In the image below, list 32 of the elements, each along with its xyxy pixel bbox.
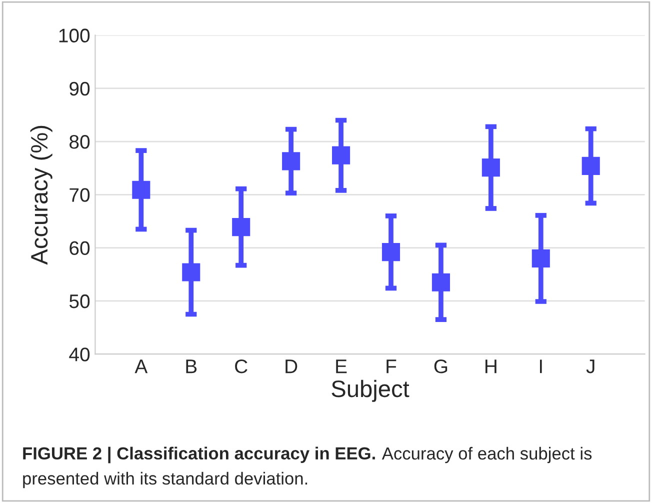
y-tick-label: 60 [70, 241, 90, 256]
point [182, 263, 200, 282]
point [532, 249, 550, 268]
point [582, 156, 600, 175]
caption: FIGURE 2 | Classification accuracy in EEG. [23, 446, 375, 464]
y-tick-label: 40 [69, 348, 90, 362]
text: Accuracy of each subject is [382, 446, 592, 464]
x-tick-label: D [286, 360, 298, 374]
x-axis-title: Subject [332, 380, 410, 402]
point [332, 146, 350, 164]
x-tick-label: C [235, 359, 248, 374]
point [432, 273, 450, 292]
x-tick-label: J [586, 360, 594, 374]
x-tick-label: E [336, 360, 347, 374]
x-tick-label: B [186, 360, 197, 374]
y-tick-label: 80 [70, 134, 90, 149]
y-tick-label: 90 [70, 82, 90, 96]
y-tick-label: 100 [59, 28, 90, 42]
x-tick-label: A [134, 360, 148, 374]
point [482, 158, 500, 177]
point [282, 152, 300, 170]
point [132, 180, 150, 199]
y-tick-label: 70 [70, 188, 90, 202]
x-tick-label: H [486, 360, 496, 374]
y-axis-title: Accuracy (%) [30, 126, 52, 265]
point [232, 218, 250, 236]
text: presented with its standard deviation. [23, 472, 308, 488]
y-tick-label: 50 [69, 294, 90, 308]
x-tick-label: I [540, 360, 542, 374]
x-tick-label: F [386, 360, 396, 374]
point [382, 243, 400, 262]
x-tick-label: G [434, 359, 448, 374]
